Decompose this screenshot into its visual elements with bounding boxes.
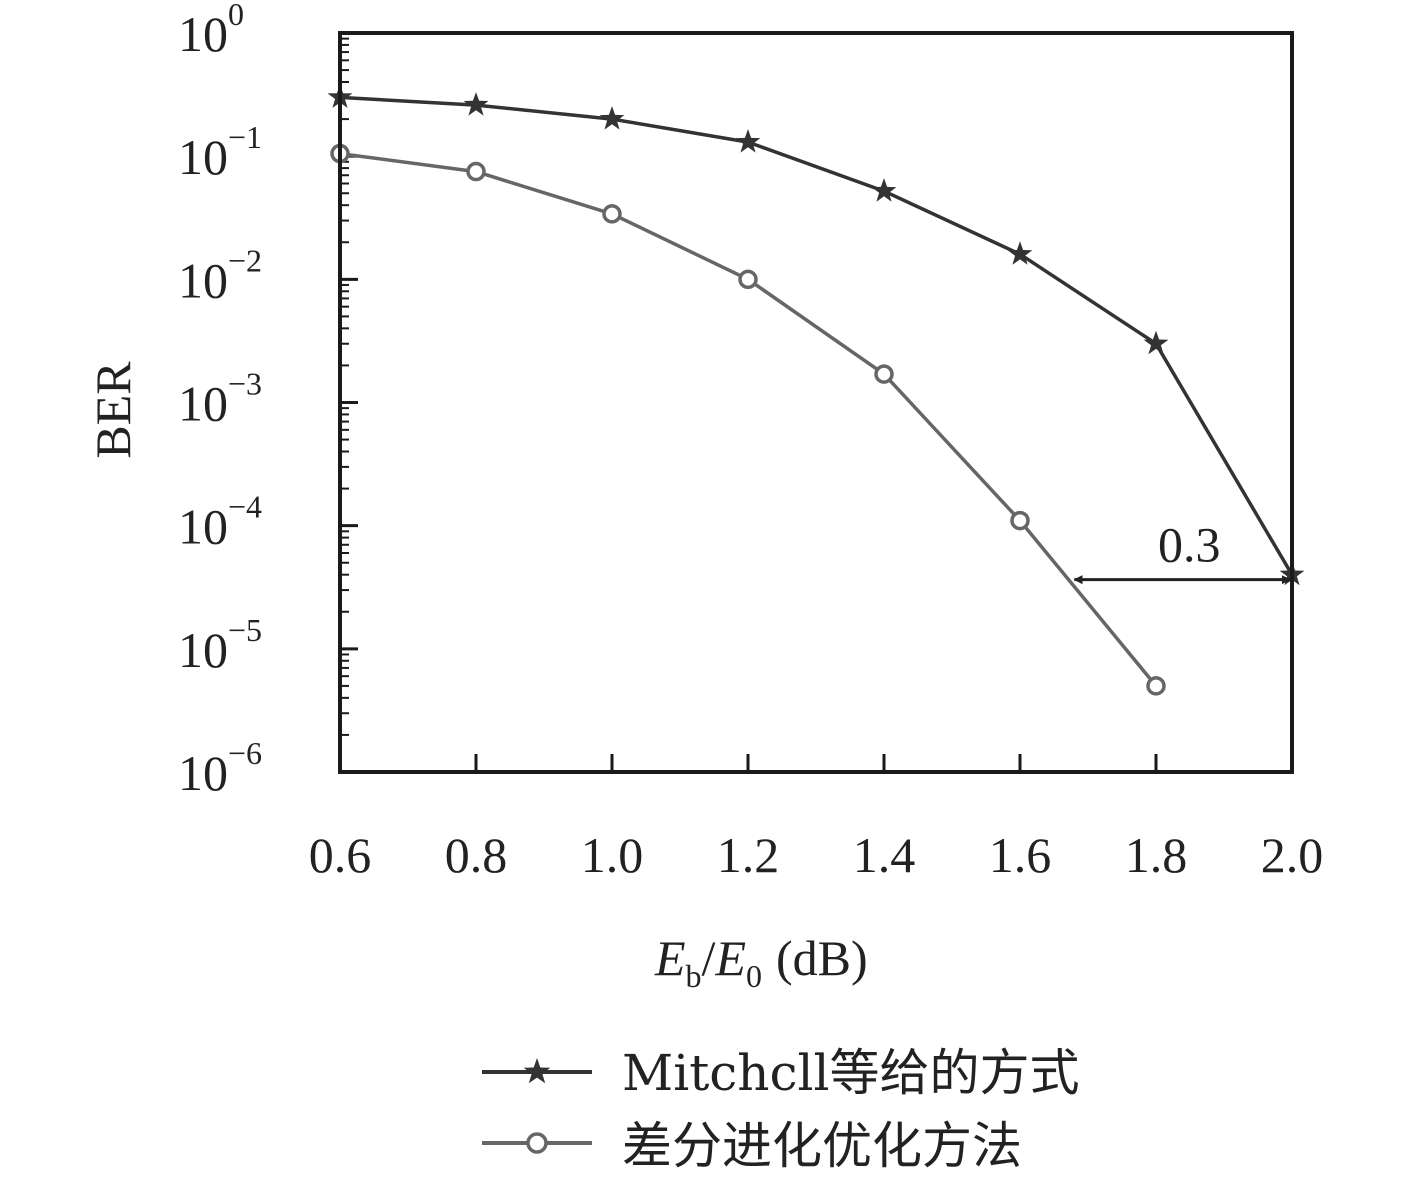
x-label-slash: /: [702, 930, 716, 986]
plot-frame: [338, 31, 1294, 774]
data-point-star: [871, 178, 897, 202]
legend: Mitchcll等给的方式 差分进化优化方法: [482, 1044, 1079, 1175]
data-point-circle: [466, 161, 486, 182]
x-tick-label: 1.0: [581, 827, 644, 883]
y-tick-label: 10−1: [178, 119, 262, 185]
y-tick-base: 10: [178, 129, 228, 185]
annotation-0-3: 0.3: [1073, 517, 1291, 585]
y-tick-exp: 0: [228, 0, 244, 32]
y-tick-base: 10: [178, 622, 228, 678]
legend-label-mitchell: Mitchcll等给的方式: [622, 1044, 1079, 1102]
data-point-circle: [1146, 676, 1166, 696]
y-tick-base: 10: [178, 6, 228, 62]
x-tick-label: 1.8: [1125, 827, 1188, 883]
y-axis-label: BER: [85, 361, 141, 459]
y-tick-exp: −1: [228, 119, 262, 155]
series-line-0: [339, 95, 1294, 576]
x-label-e1: E: [654, 930, 686, 986]
x-label-sub-0: 0: [746, 958, 762, 994]
x-label-e2: E: [714, 930, 746, 986]
x-axis-label: Eb/E0 (dB): [654, 930, 868, 994]
y-tick-exp: −5: [228, 612, 262, 648]
y-tick-label: 10−6: [178, 735, 262, 801]
legend-circle-icon: [526, 1132, 548, 1154]
legend-label-de: 差分进化优化方法: [622, 1117, 1022, 1175]
x-label-sub-b: b: [686, 958, 702, 994]
x-tick-label: 2.0: [1261, 827, 1324, 883]
y-tick-label: 10−4: [178, 489, 262, 555]
y-tick-base: 10: [178, 376, 228, 432]
data-point-circle: [738, 269, 758, 290]
data-point-star: [463, 92, 489, 116]
series-line-1: [339, 151, 1158, 688]
y-tick-base: 10: [178, 745, 228, 801]
x-tick-labels: 0.6 0.8 1.0 1.2 1.4 1.6 1.8 2.0: [309, 827, 1324, 883]
data-point-circle: [602, 204, 622, 224]
data-point-circle: [874, 364, 894, 384]
data-point-star: [599, 106, 625, 130]
y-tick-base: 10: [178, 499, 228, 555]
x-tick-label: 1.2: [717, 827, 780, 883]
data-point-star: [1007, 241, 1033, 265]
legend-star-icon: [523, 1058, 551, 1084]
y-tick-exp: −4: [228, 489, 262, 525]
y-tick-exp: −3: [228, 366, 262, 402]
y-tick-exp: −6: [228, 735, 262, 771]
y-tick-base: 10: [178, 252, 228, 308]
data-point-circle: [1010, 510, 1030, 531]
series-layer: [327, 84, 1305, 696]
y-tick-exp: −2: [228, 242, 262, 278]
y-tick-label: 10−3: [178, 366, 262, 432]
y-tick-label: 10−5: [178, 612, 262, 678]
data-point-star: [735, 129, 761, 153]
ticks-layer: [338, 31, 1294, 774]
x-tick-label: 1.6: [989, 827, 1052, 883]
y-tick-label: 100: [178, 0, 244, 62]
x-tick-label: 0.6: [309, 827, 372, 883]
x-tick-label: 1.4: [853, 827, 916, 883]
y-tick-label: 10−2: [178, 242, 262, 308]
x-label-unit: (dB): [776, 930, 868, 986]
x-tick-label: 0.8: [445, 827, 508, 883]
data-point-star: [1143, 330, 1169, 355]
annotation-label: 0.3: [1158, 517, 1221, 573]
